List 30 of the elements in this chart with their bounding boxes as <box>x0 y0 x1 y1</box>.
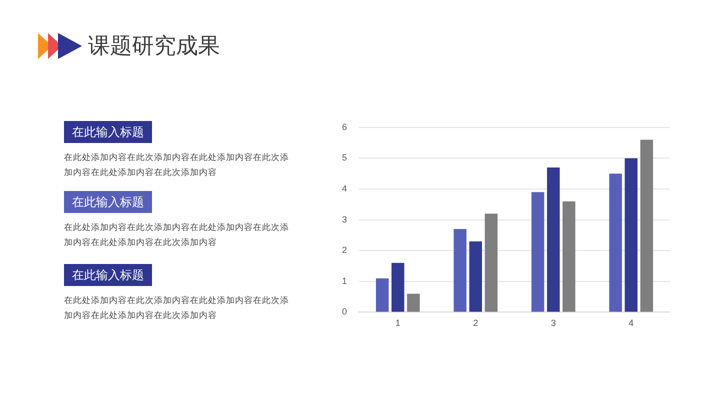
y-tick-label: 3 <box>342 214 348 224</box>
x-tick-label: 2 <box>473 318 478 328</box>
bar <box>469 241 482 312</box>
text: 在此输入标题 <box>64 121 152 143</box>
bar <box>562 201 576 312</box>
y-tick-label: 6 <box>342 122 348 132</box>
text: 在此处添加内容在此次添加内容在此处添加内容在此次添加内容在此处添加内容在此次添加内容 <box>64 152 290 180</box>
x-tick-label: 3 <box>550 318 556 328</box>
bar <box>392 262 404 312</box>
text: 在此处添加内容在此次添加内容在此处添加内容在此次添加内容在此处添加内容在此次添加内容 <box>64 294 290 323</box>
bar <box>547 167 560 312</box>
y-tick-label: 4 <box>342 183 348 194</box>
x-tick-label: 1 <box>395 318 400 328</box>
y-tick-label: 2 <box>342 245 348 256</box>
y-tick-label: 5 <box>342 152 348 163</box>
bar <box>531 192 544 312</box>
y-tick-label: 1 <box>342 276 348 286</box>
bar <box>454 229 466 312</box>
text: 在此输入标题 <box>64 191 152 213</box>
bar <box>484 214 498 312</box>
text: 在此处添加内容在此次添加内容在此处添加内容在此次添加内容在此处添加内容在此次添加内容 <box>64 222 290 250</box>
bar <box>640 140 654 312</box>
text: 课题研究成果 <box>88 33 220 61</box>
bar <box>376 278 389 312</box>
x-tick-label: 4 <box>628 318 634 328</box>
bar <box>624 158 638 312</box>
text: 在此输入标题 <box>64 264 152 286</box>
y-tick-label: 0 <box>342 306 348 317</box>
bar <box>609 174 622 312</box>
bar <box>407 294 420 312</box>
